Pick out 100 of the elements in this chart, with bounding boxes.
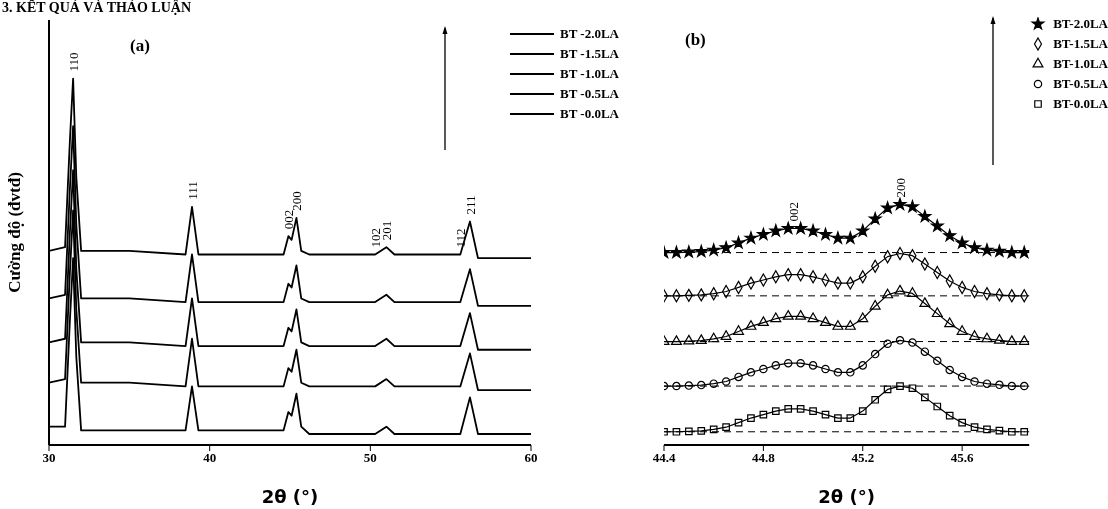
legend-label: BT -1.5LA [560,45,619,63]
point [981,332,993,343]
point [931,307,943,318]
annotation: 200 [289,191,305,211]
point [883,385,892,394]
point [821,410,830,419]
point [784,405,793,413]
x-tick-label: 45.6 [950,450,974,466]
point [733,325,745,335]
point [781,221,795,235]
annotation: 200 [893,177,909,198]
x-axis-title: 2θ (°) [818,486,875,507]
point [747,414,755,422]
point [833,368,843,377]
legend-label: BT-1.0LA [1053,55,1108,73]
point [945,365,954,375]
point [844,320,856,330]
point [846,368,855,377]
point [771,361,781,370]
point [983,425,991,434]
point [684,381,694,390]
annotation: 110 [66,52,82,72]
legend-label: BT-0.5LA [1053,75,1108,93]
point [685,427,693,436]
point [770,312,782,323]
point [720,330,732,340]
point [843,231,857,244]
point [819,316,832,326]
point [757,316,769,326]
legend-label: BT -1.0LA [560,65,619,83]
x-axis-title: 2θ (°) [261,486,319,507]
x-tick-label: 60 [524,450,538,466]
point [930,219,944,232]
point [906,200,919,213]
point [856,224,870,237]
point [944,317,956,328]
point [808,361,818,370]
point [1007,381,1017,391]
point [819,227,832,241]
point [955,236,969,249]
point [1005,245,1019,259]
point [695,334,707,345]
annotation: 111 [184,181,200,200]
point [697,426,706,435]
point [871,395,880,404]
point [857,312,869,323]
point [896,382,904,390]
point [1019,381,1029,391]
point [832,320,844,330]
point [943,229,957,242]
point [908,384,917,393]
point [806,224,820,237]
point [1007,427,1016,436]
point [895,336,905,345]
point [795,310,807,320]
legend-label: BT -2.0LA [560,25,619,43]
point [918,209,932,223]
point [933,402,942,411]
point [883,339,892,348]
point [919,297,931,307]
x-tick-label: 44.8 [752,450,776,466]
point [672,381,681,391]
point [868,212,882,225]
point [670,335,682,345]
point [882,288,894,299]
point [746,276,756,290]
point [957,372,967,382]
point [970,377,979,386]
point [982,287,992,301]
point [992,244,1006,257]
text: 3. KẾT QUẢ VÀ THẢO LUẬN [2,0,192,16]
legend-label: BT -0.0LA [560,105,619,123]
point [683,334,695,345]
point [809,407,817,415]
x-tick-label: 45.2 [851,450,875,466]
point [707,243,721,256]
point [759,410,768,419]
x-tick-label: 44.4 [652,450,676,466]
point [734,372,743,382]
point [980,243,994,256]
chart-title: (b) [685,30,706,50]
point [734,418,743,427]
point [1020,427,1029,436]
point [670,245,683,259]
point [719,241,733,254]
point [1006,335,1018,345]
point [796,405,805,413]
point [771,407,780,415]
point [993,334,1005,344]
point [846,414,855,422]
x-tick-label: 40 [203,450,217,466]
point [709,379,718,388]
point [958,418,966,427]
point [933,356,942,366]
point [831,231,845,244]
chart-title: (a) [130,36,150,56]
point [894,284,906,295]
point [906,287,918,297]
point [995,380,1004,390]
x-tick-label: 30 [42,450,56,466]
